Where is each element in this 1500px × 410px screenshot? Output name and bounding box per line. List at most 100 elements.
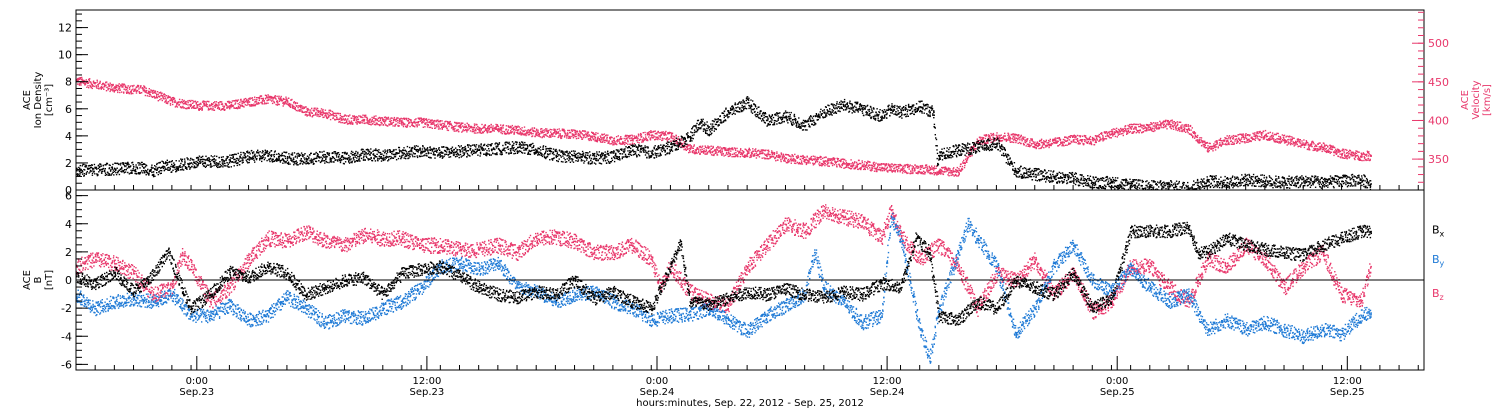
velocity-point [511, 124, 513, 127]
ion-density-point [109, 170, 112, 172]
ion-density-point [162, 161, 164, 163]
velocity-point [447, 122, 450, 124]
velocity-point [1198, 141, 1200, 143]
velocity-point [76, 80, 78, 82]
velocity-point [534, 135, 536, 138]
velocity-point [947, 169, 949, 172]
velocity-point [419, 117, 421, 119]
velocity-point [209, 105, 211, 107]
velocity-point [1089, 142, 1091, 144]
velocity-point [1327, 145, 1329, 147]
velocity-point [1148, 125, 1150, 128]
velocity-point [500, 126, 503, 129]
velocity-point [1232, 138, 1234, 140]
velocity-point [1231, 141, 1234, 143]
velocity-point [1238, 137, 1240, 139]
velocity-point [170, 99, 172, 102]
velocity-point [1036, 141, 1039, 143]
ion-density-point [145, 174, 147, 176]
velocity-point [780, 152, 782, 154]
velocity-point [780, 160, 782, 163]
velocity-point [834, 160, 836, 162]
velocity-point [701, 151, 703, 153]
velocity-point [339, 121, 341, 123]
velocity-point [917, 172, 919, 174]
velocity-point [721, 148, 724, 150]
velocity-point [1004, 132, 1006, 135]
velocity-point [923, 171, 926, 173]
velocity-point [999, 135, 1001, 137]
velocity-point [108, 87, 110, 90]
velocity-point [390, 119, 392, 122]
velocity-point [190, 103, 192, 105]
velocity-point [288, 102, 291, 105]
velocity-point [1237, 134, 1240, 136]
velocity-point [504, 133, 507, 135]
velocity-point [565, 134, 567, 136]
ion-density-point [145, 164, 148, 167]
velocity-point [872, 165, 875, 168]
velocity-point [1334, 152, 1337, 154]
velocity-point [1343, 148, 1345, 151]
velocity-point [1191, 127, 1193, 129]
velocity-point [741, 150, 744, 152]
velocity-point [1092, 139, 1094, 142]
velocity-point [879, 166, 881, 169]
velocity-point [983, 134, 986, 136]
velocity-point [1134, 126, 1136, 128]
velocity-point [724, 149, 726, 152]
velocity-point [592, 132, 594, 134]
velocity-point [1125, 129, 1127, 131]
velocity-point [156, 96, 159, 99]
velocity-point [1218, 139, 1220, 141]
velocity-point [1268, 139, 1270, 141]
velocity-point [554, 130, 556, 132]
velocity-point [804, 159, 807, 161]
velocity-point [398, 118, 401, 120]
velocity-point [119, 85, 121, 88]
velocity-point [584, 136, 586, 139]
velocity-point [599, 139, 601, 141]
velocity-point [1002, 136, 1004, 139]
velocity-point [566, 135, 568, 137]
velocity-point [403, 118, 406, 120]
velocity-point [221, 103, 224, 105]
velocity-point [1007, 133, 1010, 135]
velocity-point [604, 141, 606, 143]
velocity-point [285, 99, 288, 102]
velocity-point [841, 163, 844, 165]
ion-density-point [166, 161, 168, 164]
velocity-point [1060, 141, 1062, 143]
velocity-point [1286, 135, 1288, 137]
velocity-point [776, 152, 778, 155]
velocity-point [1141, 127, 1143, 129]
velocity-point [1319, 142, 1321, 144]
velocity-point [1293, 137, 1295, 139]
velocity-point [610, 143, 612, 145]
velocity-point [1001, 139, 1004, 142]
velocity-point [895, 166, 898, 168]
velocity-point [1339, 150, 1341, 153]
velocity-point [1200, 137, 1203, 139]
velocity-point [267, 94, 269, 96]
velocity-point [397, 125, 399, 127]
velocity-point [895, 166, 897, 169]
velocity-point [858, 159, 860, 162]
velocity-point [1308, 148, 1310, 150]
velocity-point [1178, 128, 1181, 131]
velocity-point [1170, 119, 1172, 122]
velocity-point [1313, 148, 1316, 151]
velocity-point [922, 170, 925, 172]
velocity-point [132, 85, 134, 88]
velocity-point [749, 156, 751, 159]
velocity-point [192, 99, 194, 102]
velocity-point [321, 114, 323, 117]
velocity-point [1363, 153, 1366, 155]
ion-density-point [163, 169, 165, 172]
velocity-point [1165, 125, 1167, 128]
velocity-point [1344, 155, 1346, 157]
velocity-point [754, 153, 756, 155]
velocity-point [1126, 130, 1128, 133]
velocity-point [849, 167, 851, 169]
velocity-point [1172, 122, 1174, 125]
